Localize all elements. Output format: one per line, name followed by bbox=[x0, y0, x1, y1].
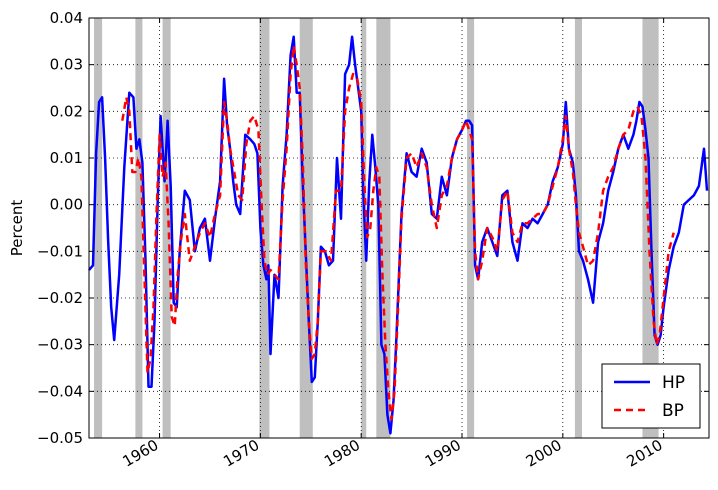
recession-bands bbox=[94, 18, 659, 438]
x-tick-label: 1960 bbox=[119, 436, 161, 471]
x-tick-label: 2000 bbox=[523, 436, 565, 471]
recession-band-7 bbox=[467, 18, 475, 438]
recession-band-3 bbox=[259, 18, 270, 438]
recession-band-2 bbox=[162, 18, 171, 438]
y-axis: −0.05 −0.04 −0.03 −0.02 −0.01 0.00 0.01 0.02 0.0… bbox=[37, 9, 709, 447]
legend-label-bp: BP bbox=[662, 401, 684, 421]
plot-frame bbox=[88, 17, 710, 439]
x-tick-label: 2010 bbox=[624, 436, 666, 471]
y-tick-label: 0.03 bbox=[50, 56, 83, 74]
y-tick-label: −0.02 bbox=[37, 289, 83, 307]
y-tick-label: −0.03 bbox=[37, 336, 83, 354]
y-tick-label: 0.02 bbox=[50, 102, 83, 120]
y-tick-label: 0.00 bbox=[50, 196, 83, 214]
y-tick-label: −0.05 bbox=[37, 429, 83, 447]
series-line-bp bbox=[121, 44, 675, 421]
y-tick-label: 0.04 bbox=[50, 9, 83, 27]
series-lines bbox=[88, 35, 709, 435]
legend-label-hp: HP bbox=[662, 373, 685, 393]
y-tick-label: −0.04 bbox=[37, 382, 83, 400]
recession-band-0 bbox=[94, 18, 103, 438]
x-tick-label: 1970 bbox=[220, 436, 262, 471]
legend: HP BP bbox=[601, 363, 701, 429]
series-line-hp bbox=[88, 35, 709, 435]
y-tick-label: 0.01 bbox=[50, 149, 83, 167]
x-tick-label: 1990 bbox=[422, 436, 464, 471]
x-tick-label: 1980 bbox=[321, 436, 363, 471]
y-axis-title: Percent bbox=[8, 200, 26, 257]
legend-box bbox=[601, 363, 701, 429]
recession-band-6 bbox=[376, 18, 391, 438]
y-tick-label: −0.01 bbox=[37, 242, 83, 260]
recession-band-1 bbox=[135, 18, 143, 438]
